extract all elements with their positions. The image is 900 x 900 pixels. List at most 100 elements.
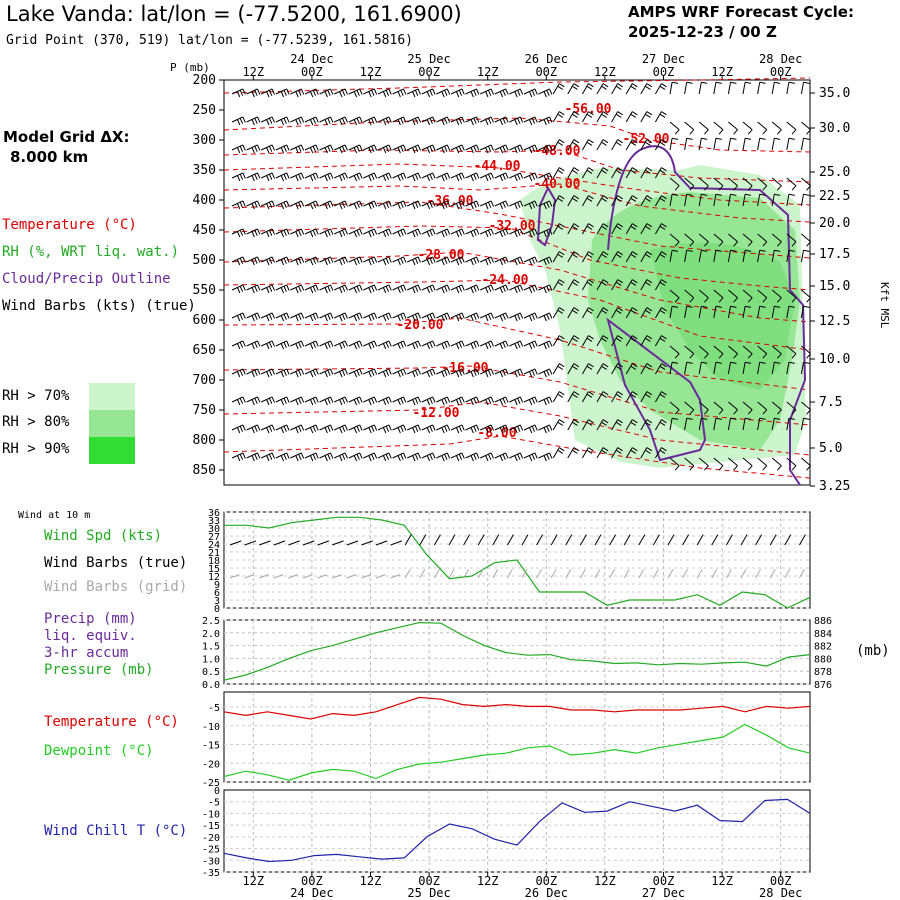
wind-barb <box>713 401 724 415</box>
bottom-time-label: 12Z <box>711 874 733 888</box>
wind-barb <box>567 307 580 319</box>
wind-barb <box>625 251 638 263</box>
wind-barb <box>800 137 810 151</box>
pressure-tick-label: 450 <box>193 223 216 238</box>
wind-barb <box>479 200 494 210</box>
wind-barb <box>669 193 679 207</box>
wind-barb <box>348 368 363 378</box>
wind-barb <box>246 368 261 378</box>
wind-barb <box>728 121 738 135</box>
wind-barb <box>260 312 275 322</box>
wind-barb <box>450 368 465 378</box>
wind-barb <box>304 368 319 378</box>
wind-barb <box>713 137 722 151</box>
wind-barb <box>684 457 695 471</box>
wind-barb-true <box>550 534 558 546</box>
wind-barb <box>333 368 348 378</box>
wind-barb <box>450 228 465 238</box>
wind-barb <box>757 193 766 207</box>
wind-barb <box>290 396 305 406</box>
wind-barb <box>728 345 738 359</box>
legend-rh: RH (%, WRT liq. wat.) <box>2 244 180 260</box>
wind-barb <box>567 419 580 431</box>
wind-barb-true <box>711 534 719 546</box>
wind-barb <box>494 312 509 322</box>
temperature-contour <box>223 225 811 291</box>
wind-barb-grid <box>404 569 411 579</box>
wind-barb <box>436 396 451 406</box>
wind-barb <box>538 200 553 210</box>
wind-barb <box>713 81 722 95</box>
wind-barb <box>596 251 609 263</box>
wind-barb <box>567 139 580 151</box>
wind-barb <box>625 419 638 431</box>
wind-barb <box>523 172 538 182</box>
wind-barb <box>290 116 305 126</box>
wind-barb <box>494 200 509 210</box>
wind-barb <box>742 81 752 95</box>
wind-barb <box>581 279 594 291</box>
wind-barb <box>290 340 305 350</box>
wind-barb <box>757 137 766 151</box>
wind-barb <box>494 452 509 462</box>
wind-barb <box>333 340 348 350</box>
station-title: Lake Vanda: lat/lon = (-77.5200, 161.690… <box>6 2 462 26</box>
wind-barb <box>581 195 594 207</box>
wind-barb <box>523 88 538 98</box>
wind-barb <box>552 111 565 123</box>
wind-barb <box>669 289 680 303</box>
model-grid-label: Model Grid ΔX: <box>3 128 130 146</box>
wind-barb <box>465 396 480 406</box>
wind-barb <box>494 228 509 238</box>
wind-barb <box>596 223 609 235</box>
wind-barb <box>538 452 553 462</box>
wind-barb <box>552 251 565 263</box>
wind-barb <box>757 305 766 319</box>
wind-barb <box>523 368 538 378</box>
wind-barb-true <box>288 540 300 546</box>
wind-barb <box>509 312 524 322</box>
wind-barb <box>260 88 275 98</box>
wind-barb <box>596 195 609 207</box>
wind-barb <box>246 284 261 294</box>
wind-barb <box>246 452 261 462</box>
wind-barb <box>348 200 363 210</box>
wind-barb <box>801 345 811 359</box>
top-time-label: 00Z <box>535 65 557 79</box>
temperature-contour-label: -48.00 <box>534 144 581 159</box>
wind-chill-tick-label: -20 <box>202 833 220 844</box>
temperature-contour <box>223 251 811 323</box>
wind-barb-true <box>652 534 660 546</box>
wind-barb <box>319 88 334 98</box>
wind-barb <box>465 284 480 294</box>
pressure-tick-label: 500 <box>193 253 216 268</box>
bottom-time-label: 00Z <box>418 874 440 888</box>
wind-barb-grid <box>609 569 616 579</box>
wind-barb-true <box>696 534 704 546</box>
bottom-time-label: 12Z <box>242 874 264 888</box>
wind-barb <box>684 137 693 151</box>
wind-barb <box>742 305 752 319</box>
wind-barb <box>231 424 246 434</box>
wind-barb <box>392 312 407 322</box>
wind-barb <box>260 116 275 126</box>
wind-speed-tick-label: 33 <box>208 516 220 527</box>
wind-barb <box>479 284 494 294</box>
wind-barb <box>465 452 480 462</box>
wind-barb-grid <box>288 574 298 579</box>
wind-barb <box>275 396 290 406</box>
wind-barb <box>625 447 638 459</box>
wind-barb <box>567 279 580 291</box>
wind-barb <box>538 228 553 238</box>
wind-barb-true <box>492 534 500 546</box>
temperature-contour <box>223 401 811 456</box>
wind-barb <box>654 111 667 123</box>
wind-barb <box>611 279 623 291</box>
wind-barb <box>669 249 679 263</box>
wind-barb <box>377 200 392 210</box>
wind-barb <box>654 195 667 207</box>
wind-barb <box>684 417 693 431</box>
wind-barb <box>669 417 679 431</box>
wind-barb <box>290 144 305 154</box>
